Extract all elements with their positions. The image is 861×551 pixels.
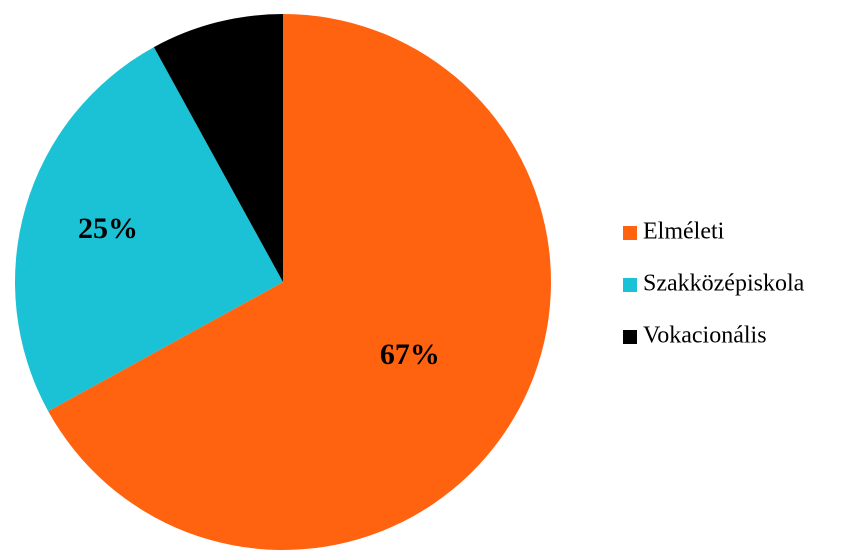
legend-label: Szakközépiskola [643,271,805,297]
data-label: 67% [380,338,440,371]
legend-label: Vokacionális [643,323,767,349]
data-label: 8% [215,86,260,119]
legend-swatch [623,330,637,344]
pie-slice [48,14,551,550]
legend-swatch [623,226,637,240]
pie-slice [15,47,283,412]
pie-slice [153,14,283,282]
data-label: 25% [78,212,138,245]
legend-swatch [623,278,637,292]
legend-label: Elméleti [643,219,725,245]
